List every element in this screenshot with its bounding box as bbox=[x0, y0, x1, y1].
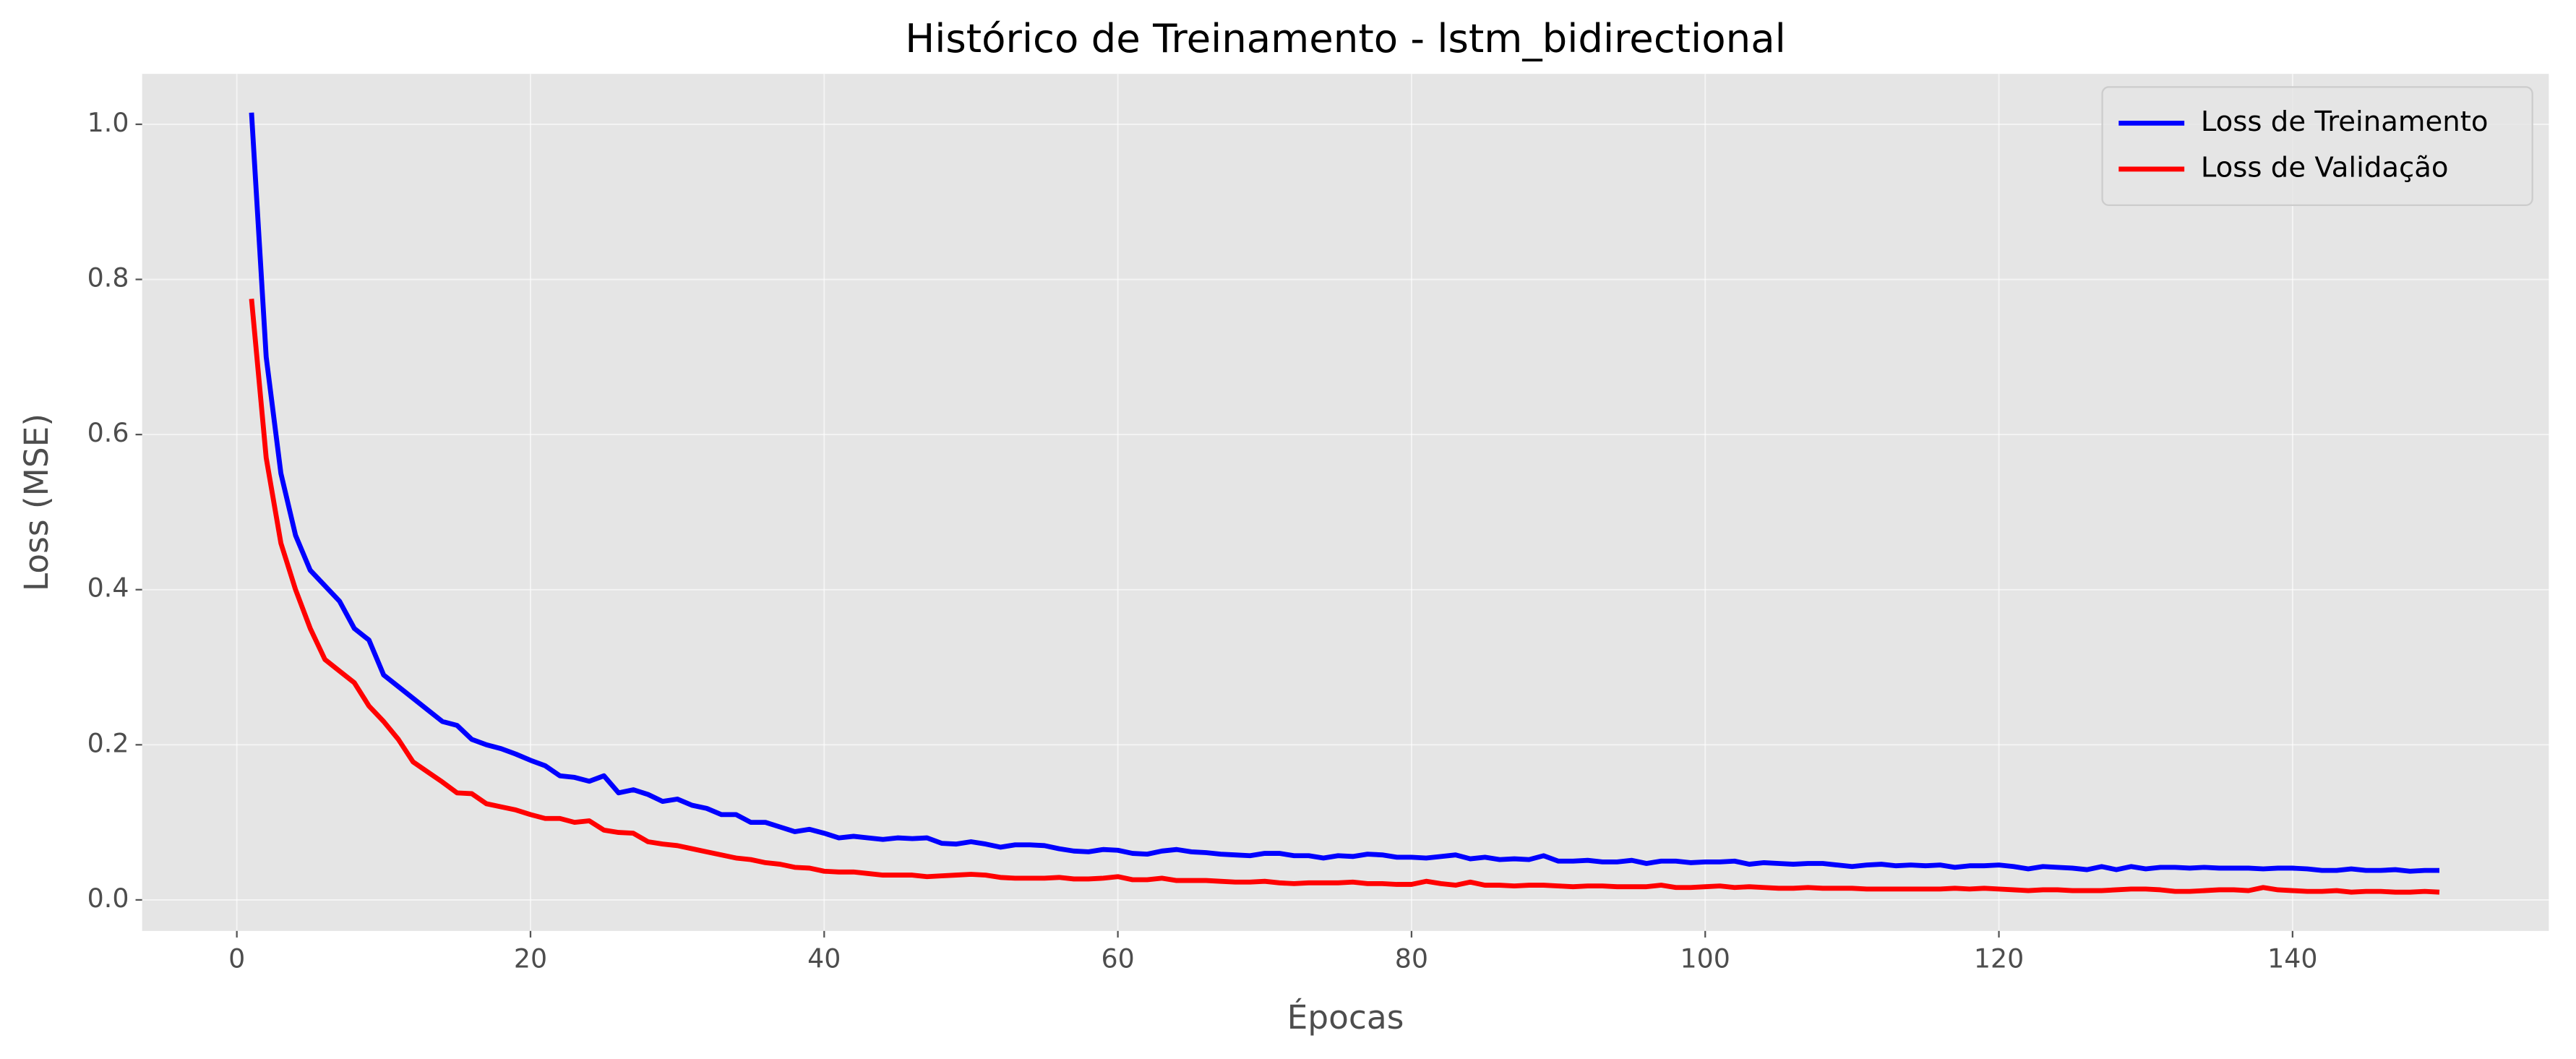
legend-label: Loss de Treinamento bbox=[2201, 106, 2489, 138]
legend-label: Loss de Validação bbox=[2201, 151, 2449, 184]
plot-area bbox=[142, 74, 2549, 931]
y-tick-label: 0.2 bbox=[87, 727, 129, 758]
y-tick-label: 0.8 bbox=[87, 262, 129, 293]
chart-title: Histórico de Treinamento - lstm_bidirect… bbox=[905, 15, 1786, 61]
x-axis-label: Épocas bbox=[1287, 998, 1404, 1037]
x-tick-label: 140 bbox=[2267, 943, 2317, 974]
y-tick-label: 0.6 bbox=[87, 417, 129, 448]
x-tick-label: 80 bbox=[1395, 943, 1428, 974]
x-tick-label: 40 bbox=[807, 943, 841, 974]
line-series bbox=[249, 299, 2440, 895]
y-tick-label: 1.0 bbox=[87, 107, 129, 138]
line-series bbox=[249, 112, 2440, 874]
legend-box bbox=[2101, 86, 2533, 207]
x-tick-label: 20 bbox=[514, 943, 547, 974]
y-tick-label: 0.4 bbox=[87, 573, 129, 604]
x-tick-label: 100 bbox=[1680, 943, 1730, 974]
x-tick-label: 120 bbox=[1974, 943, 2024, 974]
y-tick-label: 0.0 bbox=[87, 883, 129, 914]
x-tick-label: 0 bbox=[228, 943, 245, 974]
x-tick-label: 60 bbox=[1101, 943, 1134, 974]
y-axis-label: Loss (MSE) bbox=[17, 413, 56, 591]
